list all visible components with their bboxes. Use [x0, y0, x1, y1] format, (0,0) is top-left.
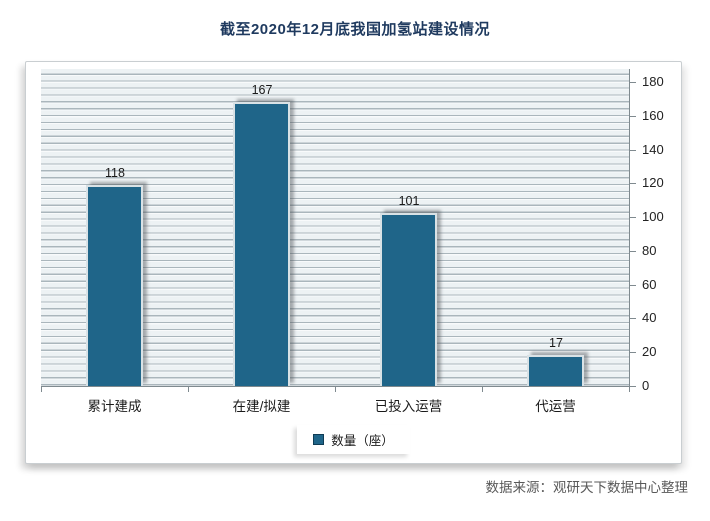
x-axis-category-label-0: 累计建成 [87, 399, 142, 414]
y-axis-tick-label: 60 [642, 277, 657, 292]
y-axis-tick-label: 40 [642, 310, 657, 325]
bar-1 [233, 102, 290, 386]
y-axis-tick-label: 140 [642, 142, 664, 157]
x-axis-tick [188, 387, 189, 392]
y-axis-tick [630, 386, 636, 387]
x-axis-tick [41, 387, 42, 392]
y-axis-tick [630, 217, 636, 218]
y-axis-tick [630, 150, 636, 151]
bar-value-label-0: 118 [105, 166, 125, 180]
y-axis-tick [630, 318, 636, 319]
chart-panel: 118 167 101 17 0 20 40 60 80 100 120 140 160 180 累计建… [25, 61, 682, 464]
y-axis-tick-label: 0 [642, 378, 650, 393]
plot-area: 118 167 101 17 [41, 69, 630, 387]
legend-box: 数量（座） [297, 425, 410, 454]
y-axis-tick-label: 20 [642, 344, 657, 359]
y-axis-tick [630, 251, 636, 252]
bar-value-label-2: 101 [398, 194, 420, 208]
bar-value-label-1: 167 [251, 83, 273, 97]
x-axis-category-label-3: 代运营 [535, 399, 576, 414]
x-axis-category-label-1: 在建/拟建 [232, 399, 291, 414]
y-axis-tick-label: 100 [642, 209, 664, 224]
bar-0 [86, 185, 143, 386]
y-axis-tick-label: 80 [642, 243, 657, 258]
y-axis-tick [630, 82, 636, 83]
bar-2 [380, 213, 437, 386]
x-axis-tick [482, 387, 483, 392]
y-axis-tick [630, 352, 636, 353]
y-axis-tick-label: 180 [642, 74, 664, 89]
bar-value-label-3: 17 [549, 336, 563, 350]
x-axis-category-label-2: 已投入运营 [374, 399, 443, 414]
legend-swatch-icon [313, 434, 325, 445]
data-source: 数据来源：观研天下数据中心整理 [485, 480, 689, 495]
y-axis-tick [630, 116, 636, 117]
y-axis-tick [630, 183, 636, 184]
y-axis-tick [630, 285, 636, 286]
y-axis-tick-label: 120 [642, 175, 664, 190]
bar-3 [527, 355, 584, 386]
x-axis-tick [629, 387, 630, 392]
legend: 数量（座） [26, 425, 681, 454]
x-axis-tick [335, 387, 336, 392]
legend-label: 数量（座） [331, 434, 394, 448]
chart-title: 截至2020年12月底我国加氢站建设情况 [219, 21, 491, 38]
y-axis-tick-label: 160 [642, 108, 664, 123]
